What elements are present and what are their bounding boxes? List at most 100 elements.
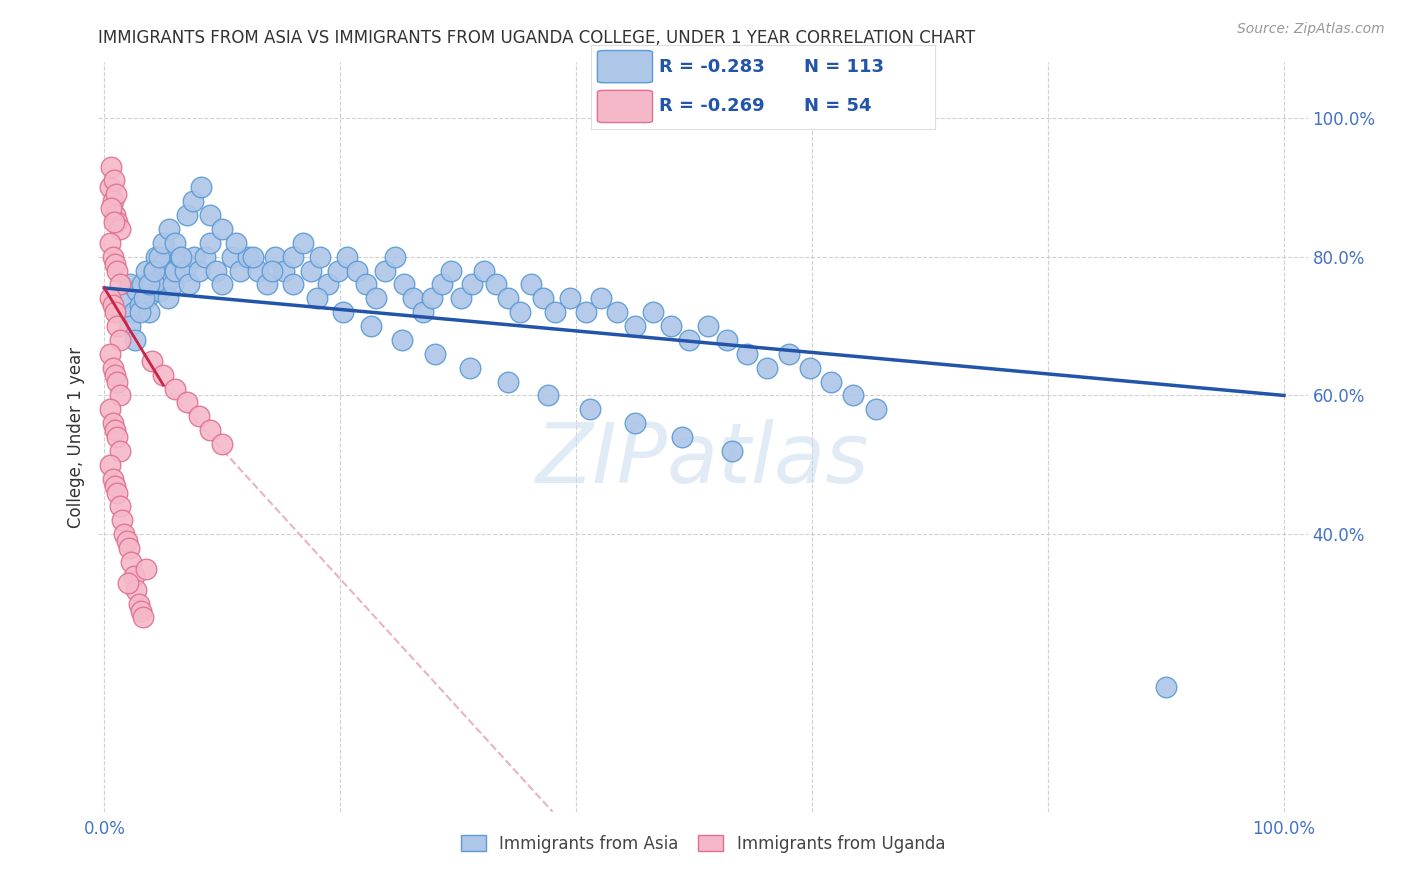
Point [200, 208, 222, 222]
Point [211, 277, 233, 292]
Point [778, 347, 800, 361]
Point [229, 263, 252, 277]
Point [299, 263, 322, 277]
Point [134, 291, 156, 305]
Point [183, 250, 205, 264]
Point [120, 277, 142, 292]
Point [485, 277, 508, 292]
Point [520, 277, 543, 292]
Point [842, 388, 865, 402]
Point [606, 305, 628, 319]
Point [124, 333, 146, 347]
Point [98, 291, 121, 305]
Point [181, 194, 204, 209]
Point [264, 250, 287, 264]
Point [374, 263, 396, 277]
Point [179, 277, 201, 292]
Point [291, 235, 314, 250]
Text: N = 54: N = 54 [804, 97, 872, 115]
Point [108, 388, 131, 402]
Point [152, 257, 174, 271]
Point [142, 263, 165, 277]
Point [165, 382, 187, 396]
Point [157, 291, 180, 305]
Point [162, 277, 184, 292]
Point [104, 423, 127, 437]
Point [101, 250, 124, 264]
Point [165, 235, 187, 250]
Point [101, 360, 124, 375]
Point [420, 291, 443, 305]
Point [281, 250, 304, 264]
Point [138, 277, 160, 292]
Point [165, 263, 187, 277]
Point [391, 333, 413, 347]
Point [104, 305, 127, 319]
Point [111, 513, 134, 527]
Legend: Immigrants from Asia, Immigrants from Uganda: Immigrants from Asia, Immigrants from Ug… [454, 829, 952, 860]
Point [128, 305, 150, 319]
Point [256, 277, 278, 292]
Point [103, 173, 125, 187]
Point [624, 416, 647, 430]
Point [115, 534, 138, 549]
Point [624, 319, 647, 334]
Point [176, 395, 198, 409]
Point [122, 569, 145, 583]
Point [145, 250, 167, 264]
Text: N = 113: N = 113 [804, 58, 884, 76]
Point [671, 430, 693, 444]
Point [108, 333, 131, 347]
Point [108, 444, 131, 458]
Point [169, 250, 191, 264]
Point [135, 291, 157, 305]
Point [173, 263, 195, 277]
Point [318, 277, 340, 292]
Point [125, 582, 148, 597]
Point [440, 263, 463, 277]
Point [531, 291, 554, 305]
Point [176, 208, 198, 222]
Point [129, 603, 152, 617]
Point [697, 319, 720, 334]
Point [120, 319, 142, 334]
Point [190, 180, 212, 194]
Y-axis label: College, Under 1 year: College, Under 1 year [67, 346, 86, 528]
Point [496, 291, 519, 305]
Point [346, 263, 368, 277]
Point [98, 458, 121, 472]
Point [132, 610, 155, 624]
Point [127, 285, 149, 299]
Point [430, 277, 453, 292]
Point [105, 187, 128, 202]
Point [716, 333, 738, 347]
Point [211, 222, 233, 236]
Point [579, 402, 602, 417]
Point [589, 291, 612, 305]
Point [138, 305, 160, 319]
Point [120, 555, 142, 569]
Point [149, 270, 172, 285]
Point [659, 319, 682, 334]
Point [364, 291, 387, 305]
Point [157, 222, 180, 236]
Point [98, 180, 121, 194]
Point [200, 235, 222, 250]
Point [735, 347, 758, 361]
Point [104, 257, 127, 271]
Point [98, 347, 121, 361]
Point [152, 368, 174, 382]
Text: R = -0.283: R = -0.283 [659, 58, 765, 76]
Point [148, 285, 170, 299]
Point [155, 277, 177, 292]
Point [117, 575, 139, 590]
Point [105, 319, 128, 334]
Point [104, 208, 127, 222]
Point [105, 263, 128, 277]
Point [412, 305, 434, 319]
Point [187, 409, 209, 424]
Point [170, 250, 193, 264]
Point [756, 360, 779, 375]
Point [98, 235, 121, 250]
Point [641, 305, 664, 319]
